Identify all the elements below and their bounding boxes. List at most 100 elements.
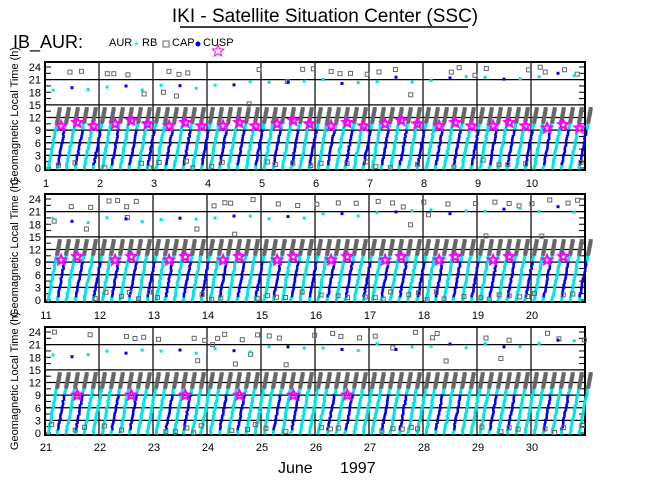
cap-point: [367, 269, 371, 273]
cap-point: [130, 283, 134, 287]
rb-point: [442, 117, 447, 122]
aur-point: [520, 266, 524, 270]
aur-point: [51, 141, 55, 145]
rb-point: [83, 246, 88, 251]
cap-point: [130, 418, 134, 422]
aur-point: [50, 414, 54, 418]
aur-point: [209, 431, 213, 435]
legend-cap-dot-icon: [195, 41, 201, 47]
aur-point: [429, 79, 433, 83]
cap-point: [475, 134, 479, 138]
cap-point: [202, 283, 206, 287]
aur-point: [486, 126, 490, 130]
cusp-point: [518, 118, 533, 133]
aur-point: [181, 298, 185, 302]
cap-point: [350, 393, 354, 397]
aur-point: [531, 126, 535, 130]
cap-point: [348, 139, 352, 143]
cap-point: [239, 410, 243, 414]
cap-point: [150, 275, 153, 279]
cap-point: [115, 269, 119, 273]
cap-point: [131, 149, 134, 153]
cap-point: [185, 151, 188, 155]
aur-point: [575, 132, 579, 136]
aur-point: [310, 416, 314, 420]
cap-point: [314, 264, 317, 268]
aur-point: [55, 431, 59, 435]
aur-point: [211, 414, 215, 418]
rb-point: [506, 114, 511, 119]
rb-point: [469, 251, 474, 256]
cap-point: [509, 145, 513, 149]
aur-point: [568, 254, 572, 258]
cap-point: [166, 155, 169, 159]
aur-point: [425, 294, 429, 298]
aur-point: [322, 399, 326, 403]
cap-point: [237, 155, 241, 159]
aur-point: [216, 260, 220, 264]
cap-point: [59, 147, 62, 151]
aur-point: [284, 147, 288, 151]
cap-point: [169, 134, 173, 138]
rb-point: [64, 251, 69, 256]
rb-point: [136, 296, 142, 302]
aur-point: [82, 431, 86, 435]
cap-point: [242, 264, 245, 268]
rb-point: [183, 107, 188, 112]
rb-point: [370, 119, 375, 124]
aur-point: [552, 292, 556, 296]
aur-point: [279, 389, 283, 393]
aur-point: [354, 153, 358, 157]
aur-point: [288, 389, 292, 393]
aur-point: [213, 141, 217, 145]
aur-point: [68, 410, 72, 414]
aur-point: [503, 130, 507, 134]
aur-point: [99, 258, 103, 262]
rb-point: [375, 198, 381, 204]
rb-point: [318, 107, 323, 112]
aur-point: [246, 420, 250, 424]
rb-point: [161, 89, 167, 95]
rb-point: [537, 64, 543, 70]
aur-point: [337, 414, 341, 418]
aur-point: [70, 137, 74, 141]
rb-point: [102, 107, 107, 112]
aur-point: [515, 296, 519, 300]
cap-point: [567, 128, 571, 132]
cap-point: [509, 279, 513, 283]
rb-point: [280, 382, 285, 387]
rb-point: [119, 112, 124, 117]
aur-point: [268, 399, 272, 403]
cap-point: [78, 406, 81, 410]
cap-point: [222, 145, 225, 149]
aur-point: [391, 283, 395, 287]
rb-point: [156, 374, 161, 379]
cap-point: [204, 275, 207, 279]
aur-point: [56, 164, 60, 168]
aur-point: [140, 277, 144, 281]
aur-point: [52, 269, 56, 273]
aur-point: [351, 126, 355, 130]
rb-point: [488, 244, 493, 249]
rb-point: [480, 157, 486, 163]
rb-point: [156, 239, 161, 244]
aur-point: [267, 139, 271, 143]
rb-point: [208, 117, 213, 122]
rb-point: [123, 333, 129, 339]
rb-point: [550, 251, 555, 256]
rb-point: [299, 379, 304, 384]
aur-point: [51, 139, 55, 143]
aur-point: [251, 393, 255, 397]
cap-point: [113, 149, 117, 153]
cap-point: [453, 292, 456, 296]
aur-point: [513, 122, 517, 126]
aur-point: [269, 264, 273, 268]
cap-point: [203, 149, 206, 153]
aur-point: [233, 130, 237, 134]
aur-point: [88, 139, 92, 143]
aur-point: [572, 74, 576, 78]
rb-point: [525, 239, 530, 244]
rb-point: [470, 244, 475, 249]
rb-point: [101, 377, 106, 382]
cap-point: [60, 408, 64, 412]
